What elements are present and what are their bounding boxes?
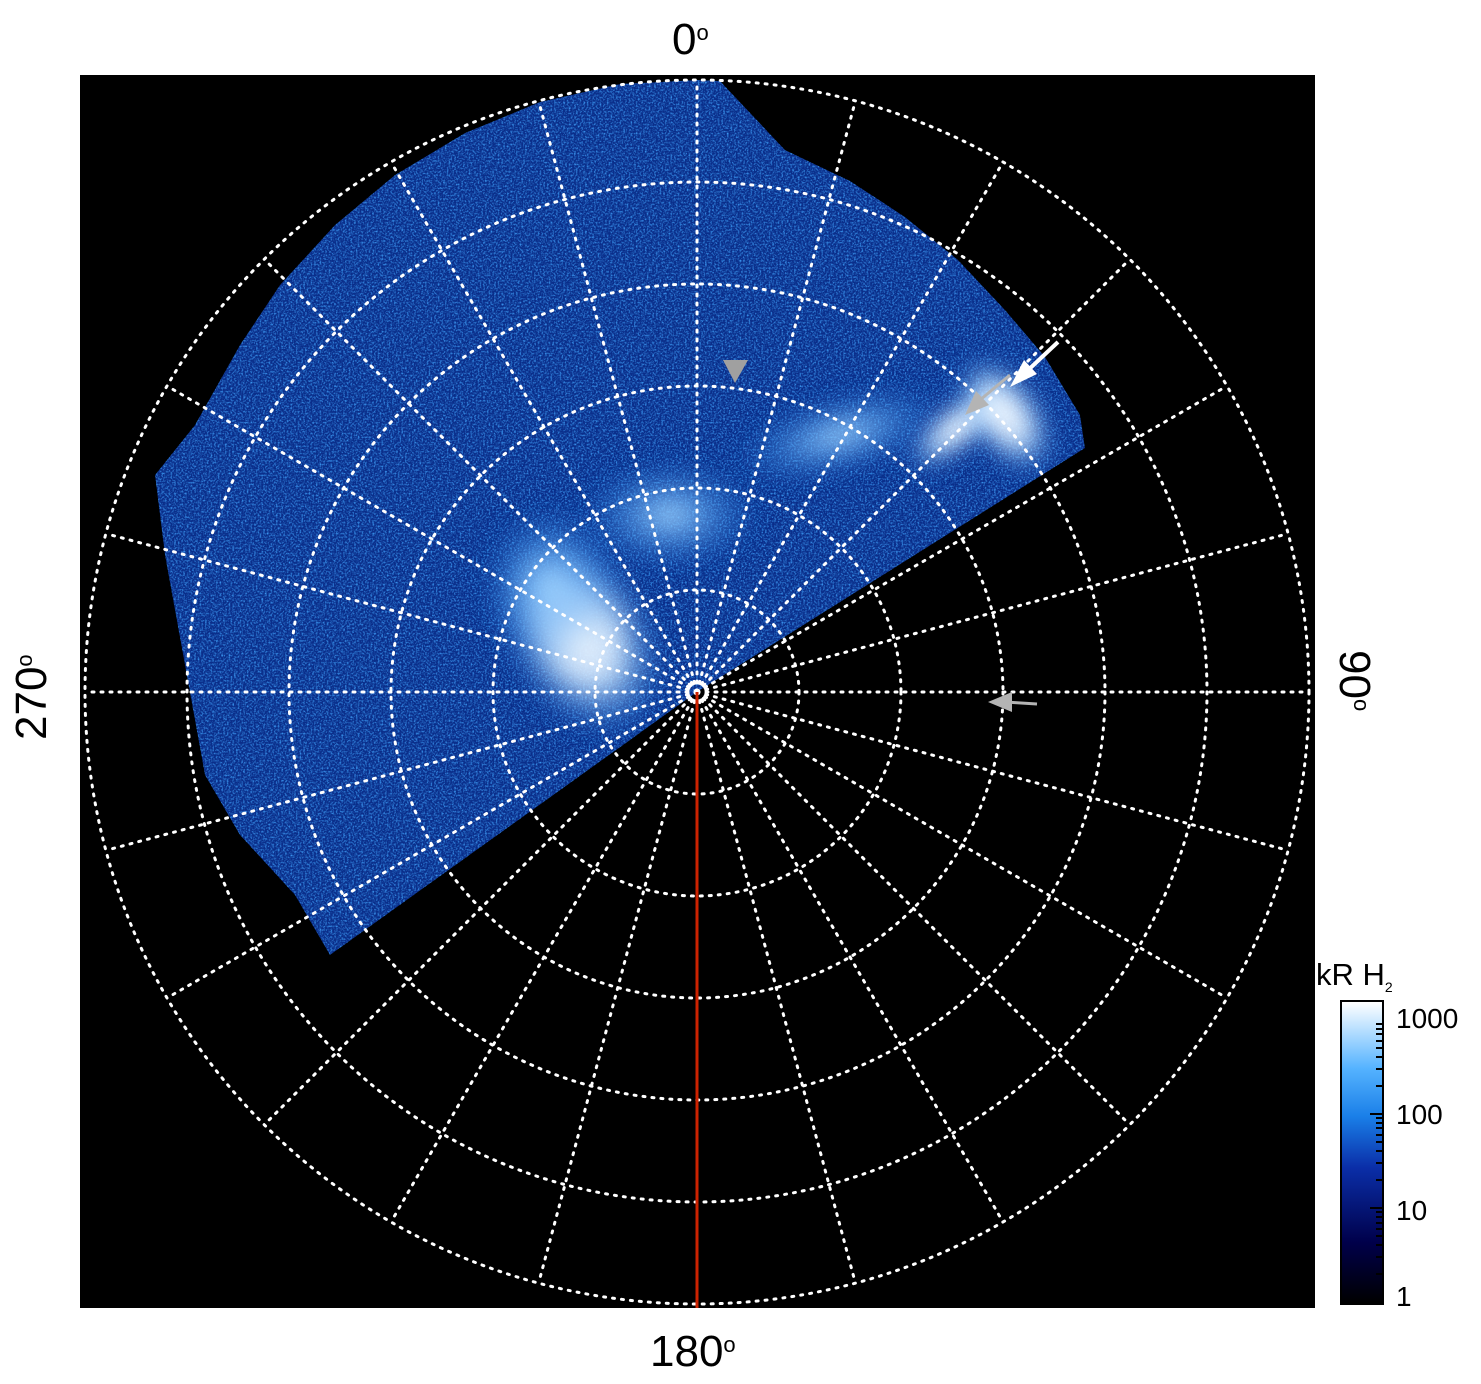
gray-arrow-icon xyxy=(965,373,1011,415)
latitude-circle xyxy=(491,486,903,898)
meridian-gridline xyxy=(695,532,1290,694)
colorbar-tick-label: 10 xyxy=(1396,1195,1428,1226)
colorbar-tick xyxy=(1376,1256,1382,1259)
colorbar-tick xyxy=(1376,1141,1382,1144)
polar-grid xyxy=(83,78,1311,1306)
colorbar-tick xyxy=(1376,1178,1382,1181)
colorbar-tick-label: 100 xyxy=(1396,1099,1443,1130)
colorbar-tick xyxy=(1370,1112,1382,1115)
angle-label-bottom: 180o xyxy=(650,1327,736,1376)
colorbar-tick xyxy=(1370,1301,1382,1303)
angle-label-left: 270o xyxy=(7,654,56,740)
meridian-gridline xyxy=(104,532,699,694)
colorbar-tick xyxy=(1376,1127,1382,1130)
meridian-gridline xyxy=(695,160,1005,694)
meridian-gridline xyxy=(695,690,1290,852)
meridian-gridline xyxy=(695,99,857,694)
meridian-gridline xyxy=(695,690,1005,1224)
polar-auroral-image xyxy=(80,75,1315,1308)
colorbar-tick xyxy=(1376,1122,1382,1124)
colorbar-tick xyxy=(1370,1206,1382,1209)
angle-label-top: 0o xyxy=(672,15,709,64)
meridian-gridline xyxy=(165,384,699,694)
gray-arrow-icon xyxy=(988,692,1038,712)
colorbar-tick xyxy=(1376,1133,1382,1136)
meridian-gridline xyxy=(695,690,1229,1000)
colorbar-title: kR H2 xyxy=(1316,957,1393,996)
colorbar-tick xyxy=(1376,1150,1382,1153)
gray-arrow-icon xyxy=(723,360,748,383)
colorbar-tick xyxy=(1376,1216,1382,1219)
colorbar-tick xyxy=(1376,1272,1382,1275)
colorbar-tick xyxy=(1376,1227,1382,1230)
colorbar-tick xyxy=(1376,1084,1382,1087)
meridian-gridline xyxy=(262,690,699,1127)
colorbar-tick xyxy=(1376,1047,1382,1050)
colorbar-tick-label: 1000 xyxy=(1396,1003,1459,1034)
meridian-gridline xyxy=(262,257,699,694)
meridian-gridline xyxy=(165,690,699,1000)
colorbar-tick xyxy=(1376,1039,1382,1042)
colorbar-tick-label: 1 xyxy=(1396,1281,1412,1312)
colorbar-tick xyxy=(1376,1056,1382,1059)
colorbar xyxy=(1340,1000,1384,1305)
meridian-gridline xyxy=(537,690,699,1285)
colorbar-tick xyxy=(1376,1027,1382,1030)
colorbar-tick xyxy=(1376,1068,1382,1070)
white-arrow-icon xyxy=(1010,340,1060,387)
colorbar-tick xyxy=(1376,1162,1382,1165)
colorbar-tick xyxy=(1376,1244,1382,1247)
meridian-gridline xyxy=(104,690,699,852)
latitude-circle xyxy=(83,78,1311,1306)
colorbar-tick xyxy=(1376,1211,1382,1214)
meridian-gridline xyxy=(537,99,699,694)
meridian-gridline xyxy=(389,690,699,1224)
meridian-gridline xyxy=(389,160,699,694)
meridian-gridline xyxy=(695,384,1229,694)
colorbar-tick xyxy=(1376,1221,1382,1224)
meridian-gridline xyxy=(695,690,857,1285)
angle-label-right: 90o xyxy=(1330,650,1379,712)
colorbar-tick xyxy=(1376,1117,1382,1120)
colorbar-tick xyxy=(1376,1023,1382,1026)
colorbar-tick xyxy=(1376,1235,1382,1238)
meridian-gridline xyxy=(695,257,1132,694)
colorbar-tick xyxy=(1376,1033,1382,1036)
meridian-gridline xyxy=(695,690,1132,1127)
